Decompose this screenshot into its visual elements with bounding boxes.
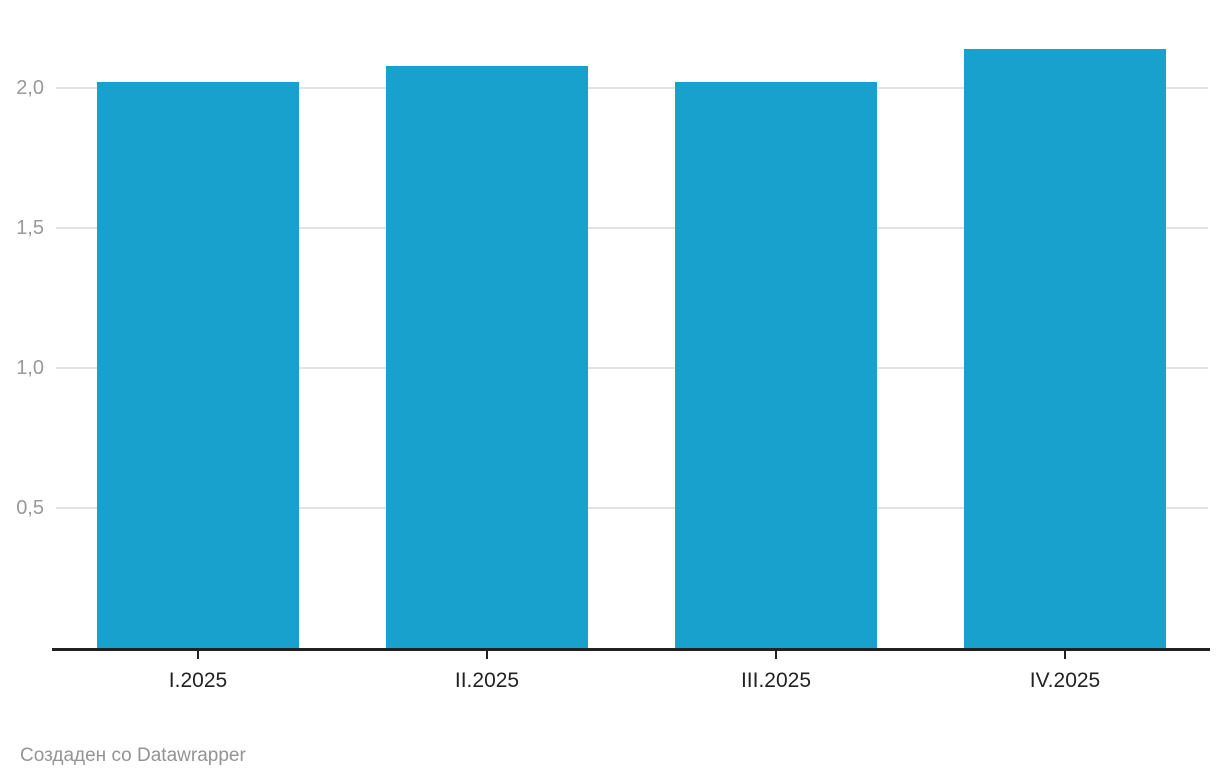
y-axis-tick-label: 2,0 xyxy=(16,77,44,99)
x-axis-tick xyxy=(486,651,488,659)
x-axis-label-iv-2025: IV.2025 xyxy=(1029,669,1101,692)
x-axis-label-i-2025: I.2025 xyxy=(168,669,228,692)
x-axis-tick xyxy=(197,651,199,659)
x-axis-line xyxy=(52,648,1210,651)
x-axis-label-iii-2025: III.2025 xyxy=(740,669,812,692)
y-axis-tick-label: 1,0 xyxy=(16,357,44,379)
datawrapper-attribution-link[interactable]: Создаден со Datawrapper xyxy=(20,745,246,766)
gridline xyxy=(56,87,1208,89)
gridline xyxy=(56,507,1208,509)
bar-i-2025[interactable] xyxy=(97,82,299,648)
y-axis-tick-label: 0,5 xyxy=(16,497,44,519)
y-axis-tick-label: 1,5 xyxy=(16,217,44,239)
chart-footer: Создаден со Datawrapper xyxy=(20,744,246,768)
x-axis-tick xyxy=(775,651,777,659)
bar-iii-2025[interactable] xyxy=(675,82,877,648)
x-axis-tick xyxy=(1064,651,1066,659)
gridline xyxy=(56,367,1208,369)
bar-ii-2025[interactable] xyxy=(386,65,588,648)
x-axis-label-ii-2025: II.2025 xyxy=(454,669,520,692)
gridline xyxy=(56,227,1208,229)
bar-iv-2025[interactable] xyxy=(964,48,1166,648)
